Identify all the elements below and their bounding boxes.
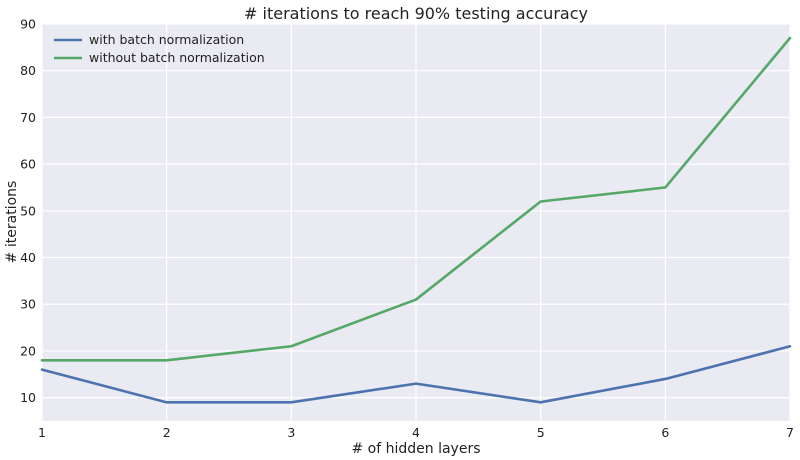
x-axis-label: # of hidden layers (351, 441, 480, 457)
y-tick-label-20: 20 (20, 343, 36, 358)
series-line-with-bn (40, 344, 792, 404)
y-tick-label-60: 60 (20, 157, 36, 172)
x-tick-label-6: 6 (661, 425, 669, 440)
grid (41, 23, 791, 421)
y-tick-label-30: 30 (20, 297, 36, 312)
x-tick-label-5: 5 (537, 425, 545, 440)
legend-label-with-bn: with batch normalization (89, 32, 244, 47)
legend: with batch normalization without batch n… (54, 32, 265, 65)
y-tick-label-40: 40 (20, 250, 36, 265)
y-tick-label-80: 80 (20, 63, 36, 78)
y-tick-label-90: 90 (20, 17, 36, 32)
y-tick-label-50: 50 (20, 203, 36, 218)
series-layer (40, 36, 792, 404)
y-axis-label: # iterations (4, 181, 20, 264)
chart-title: # iterations to reach 90% testing accura… (244, 4, 588, 23)
series-line-without-bn (40, 36, 792, 362)
x-tick-label-2: 2 (163, 425, 171, 440)
x-tick-label-3: 3 (287, 425, 295, 440)
x-axis-ticks: 1 2 3 4 5 6 7 (38, 425, 794, 440)
x-tick-label-4: 4 (412, 425, 420, 440)
x-tick-label-1: 1 (38, 425, 46, 440)
y-axis-ticks: 10 20 30 40 50 60 70 80 90 (20, 17, 36, 406)
y-tick-label-10: 10 (20, 390, 36, 405)
y-tick-label-70: 70 (20, 110, 36, 125)
x-tick-label-7: 7 (786, 425, 794, 440)
legend-label-without-bn: without batch normalization (89, 50, 265, 65)
